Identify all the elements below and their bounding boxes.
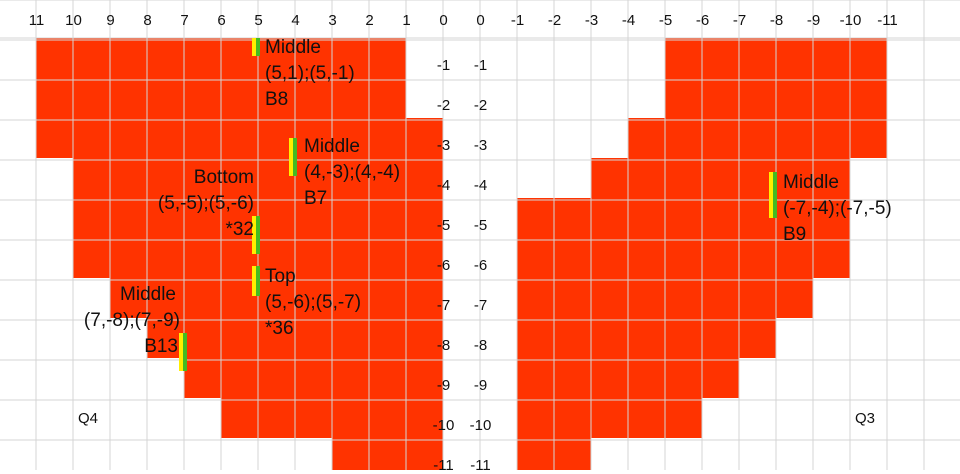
row-label: -2 [436,97,451,114]
column-header: -5 [658,12,673,29]
column-header: 10 [65,12,82,29]
annotation-id: B13 [144,336,178,357]
row-label: -8 [436,337,451,354]
row-label: -11 [433,457,454,474]
row-label: -10 [469,417,492,434]
red-cell-block [332,438,443,470]
annotation-top: Top (5,-6);(5,-7) *36 [265,264,361,342]
row-label: -7 [436,297,451,314]
red-cell-block [517,238,850,278]
row-label: -2 [473,97,488,114]
column-header: 11 [28,12,45,29]
column-header: -8 [769,12,784,29]
annotation-label: Middle [265,37,321,58]
annotation-coords: (5,1);(5,-1) [265,63,355,84]
row-label: -6 [473,257,488,274]
quadrant-label-right: Q3 [855,410,876,427]
column-header: -1 [510,12,525,29]
row-label: -6 [436,257,451,274]
annotation-id: B8 [265,89,289,110]
red-cell-block [628,118,887,158]
annotation-b8: Middle (5,1);(5,-1) B8 [265,35,355,113]
annotation-coords: (-7,-4);(-7,-5) [783,198,892,219]
annotation-coords: (5,-5);(5,-6) [157,193,254,214]
marker-green [256,266,260,296]
column-header: -7 [732,12,747,29]
annotation-bottom: Bottom (5,-5);(5,-6) *32 [128,165,254,243]
marker-green [256,38,260,56]
quadrant-label-left: Q4 [78,410,99,427]
column-header: 7 [180,12,189,29]
column-header: 1 [402,12,411,29]
marker-yellow [252,216,256,254]
column-header: 3 [328,12,337,29]
red-cell-block [591,158,850,198]
column-header: -3 [584,12,599,29]
marker-yellow [769,172,773,218]
column-header: 5 [254,12,263,29]
annotation-id: *32 [225,219,254,240]
column-header: 4 [291,12,300,29]
annotation-coords: (5,-6);(5,-7) [265,292,362,313]
red-cell-block [184,358,443,398]
row-label: -3 [473,137,488,154]
row-label: -1 [436,57,451,74]
row-label: -5 [473,217,488,234]
marker-yellow [252,266,256,296]
row-label: -8 [473,337,488,354]
annotation-label: Middle [304,136,360,157]
column-header: 0 [439,12,448,29]
column-header: -10 [839,12,862,29]
column-header: -4 [621,12,636,29]
column-header: -9 [806,12,821,29]
column-header: -6 [695,12,710,29]
annotation-b9: Middle (-7,-4);(-7,-5) B9 [783,170,892,248]
column-header: -11 [877,12,898,29]
red-cell-block [110,278,443,318]
row-label: -9 [436,377,451,394]
column-header: 6 [217,12,226,29]
row-label: -1 [473,57,488,74]
marker-green [183,333,187,371]
red-cell-block [517,398,702,438]
marker-green [293,138,297,176]
marker-yellow [252,38,256,56]
annotation-b7: Middle (4,-3);(4,-4) B7 [304,134,400,212]
annotation-label: Top [265,266,296,287]
column-header: 0 [476,12,485,29]
row-label: -5 [436,217,451,234]
annotation-label: Middle [783,172,839,193]
red-cell-block [36,118,443,158]
marker-yellow [289,138,293,176]
red-cell-block [517,198,850,238]
row-label: -4 [436,177,451,194]
column-header: 2 [365,12,374,29]
row-label: -4 [473,177,488,194]
annotation-coords: (7,-8);(7,-9) [83,310,180,331]
marker-green [773,172,777,218]
annotation-b13: Middle (7,-8);(7,-9) B13 [40,282,180,360]
column-header: 9 [106,12,115,29]
column-header: 8 [143,12,152,29]
red-cell-block [517,318,776,358]
row-label: -7 [473,297,488,314]
row-label: -3 [436,137,451,154]
column-header: -2 [547,12,562,29]
row-label: -9 [473,377,488,394]
annotation-coords: (4,-3);(4,-4) [304,162,401,183]
marker-green [256,216,260,254]
annotation-label: Middle [120,284,176,305]
annotation-id: B7 [304,188,328,209]
annotation-id: *36 [265,318,294,339]
annotation-id: B9 [783,224,807,245]
annotation-label: Bottom [193,167,254,188]
row-label: -11 [470,457,491,474]
marker-yellow [179,333,183,371]
row-label: -10 [432,417,455,434]
